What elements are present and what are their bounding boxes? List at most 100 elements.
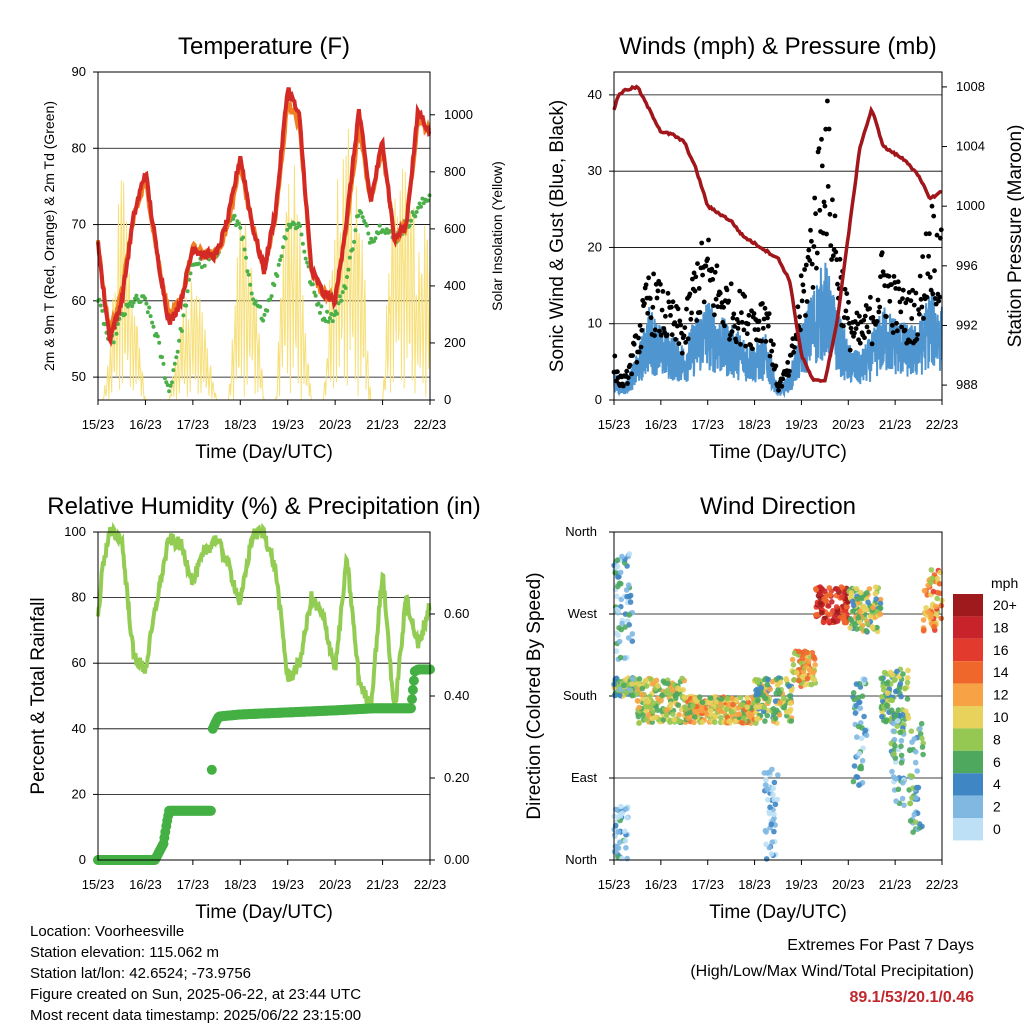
- direction-point: [853, 586, 860, 592]
- direction-point: [911, 811, 918, 818]
- gust-point: [848, 325, 854, 331]
- direction-point: [615, 632, 621, 639]
- direction-point: [643, 716, 649, 723]
- legend-swatch: [953, 594, 983, 617]
- direction-point: [898, 743, 904, 750]
- dewpoint-point: [310, 282, 315, 287]
- y-tick-label: 80: [72, 590, 86, 605]
- gust-point: [731, 311, 737, 317]
- direction-point: [870, 625, 876, 631]
- gust-point: [713, 296, 719, 302]
- direction-point: [665, 680, 671, 687]
- direction-point: [834, 618, 841, 624]
- dewpoint-point: [335, 311, 339, 316]
- dewpoint-point: [172, 361, 177, 366]
- direction-point: [864, 621, 871, 627]
- dewpoint-point: [115, 322, 120, 326]
- direction-point: [717, 701, 724, 707]
- gust-point: [739, 319, 745, 325]
- gust-point: [927, 231, 932, 237]
- gust-point: [819, 163, 825, 169]
- direction-point: [771, 811, 777, 818]
- dewpoint-point: [241, 235, 246, 240]
- gust-point: [744, 331, 750, 337]
- direction-point: [617, 569, 624, 576]
- gust-point: [717, 290, 723, 296]
- dewpoint-point: [366, 231, 371, 236]
- gust-point: [874, 319, 880, 324]
- legend-label: 16: [993, 642, 1009, 658]
- gust-point: [857, 340, 863, 346]
- direction-point: [653, 714, 659, 721]
- y2-tick-label: 988: [956, 377, 978, 392]
- dewpoint-point: [161, 361, 166, 366]
- x-tick-label: 22/23: [414, 877, 447, 892]
- gust-point: [780, 376, 786, 382]
- x-axis-label: Time (Day/UTC): [709, 902, 847, 923]
- direction-point: [900, 671, 906, 677]
- direction-point: [754, 697, 761, 704]
- dewpoint-point: [330, 319, 335, 324]
- gust-point: [787, 368, 792, 374]
- direction-point: [763, 856, 770, 862]
- x-tick-label: 18/23: [224, 877, 257, 892]
- direction-point: [663, 712, 670, 718]
- direction-point: [898, 693, 904, 700]
- direction-point: [787, 700, 793, 707]
- extremes-values: 89.1/53/20.1/0.46: [849, 989, 974, 1006]
- direction-point: [615, 574, 621, 580]
- y-tick-label: South: [563, 688, 597, 703]
- dewpoint-point: [151, 324, 156, 329]
- gust-point: [867, 306, 872, 311]
- extremes-title: Extremes For Past 7 Days: [787, 937, 974, 954]
- y-tick-label: 50: [72, 369, 86, 384]
- dewpoint-point: [325, 309, 330, 314]
- gust-point: [797, 314, 802, 320]
- direction-point: [809, 649, 816, 656]
- direction-point: [799, 655, 806, 662]
- y-tick-label: 40: [588, 87, 602, 102]
- gust-point: [809, 238, 814, 244]
- x-tick-label: 20/23: [319, 877, 352, 892]
- gust-point: [895, 279, 901, 285]
- direction-point: [879, 698, 886, 704]
- dewpoint-point: [174, 355, 179, 360]
- gust-point: [887, 298, 893, 304]
- x-tick-label: 21/23: [879, 877, 912, 892]
- gust-point: [620, 383, 626, 389]
- direction-point: [923, 605, 929, 611]
- direction-point: [623, 806, 629, 812]
- direction-point: [775, 687, 781, 693]
- gust-point: [675, 306, 681, 312]
- gust-point: [792, 345, 797, 350]
- gust-point: [742, 294, 748, 299]
- direction-point: [817, 600, 824, 606]
- gust-point: [637, 323, 643, 328]
- direction-point: [898, 737, 905, 744]
- direction-point: [636, 681, 642, 687]
- direction-point: [877, 600, 884, 607]
- direction-point: [707, 707, 714, 714]
- direction-point: [877, 604, 883, 611]
- precip-point: [406, 703, 416, 714]
- gust-point: [646, 275, 651, 281]
- direction-point: [739, 719, 745, 726]
- gust-point: [825, 184, 831, 189]
- direction-point: [713, 699, 719, 705]
- direction-point: [897, 681, 904, 687]
- panel-1: Temperature (F) 15/23 16/23 17/23 18/23 19/23…: [41, 33, 505, 463]
- direction-point: [822, 588, 828, 594]
- dewpoint-point: [421, 201, 426, 206]
- direction-point: [614, 557, 621, 564]
- dewpoint-point: [236, 221, 241, 226]
- direction-point: [928, 614, 934, 621]
- gust-point: [909, 316, 915, 321]
- x-tick-label: 17/23: [691, 877, 724, 892]
- gust-point: [913, 290, 919, 296]
- gust-point: [934, 232, 940, 238]
- gust-point: [814, 250, 820, 256]
- y2-tick-label: 0.60: [444, 606, 469, 621]
- direction-point: [755, 715, 761, 722]
- dewpoint-point: [417, 201, 422, 206]
- gust-point: [785, 360, 791, 365]
